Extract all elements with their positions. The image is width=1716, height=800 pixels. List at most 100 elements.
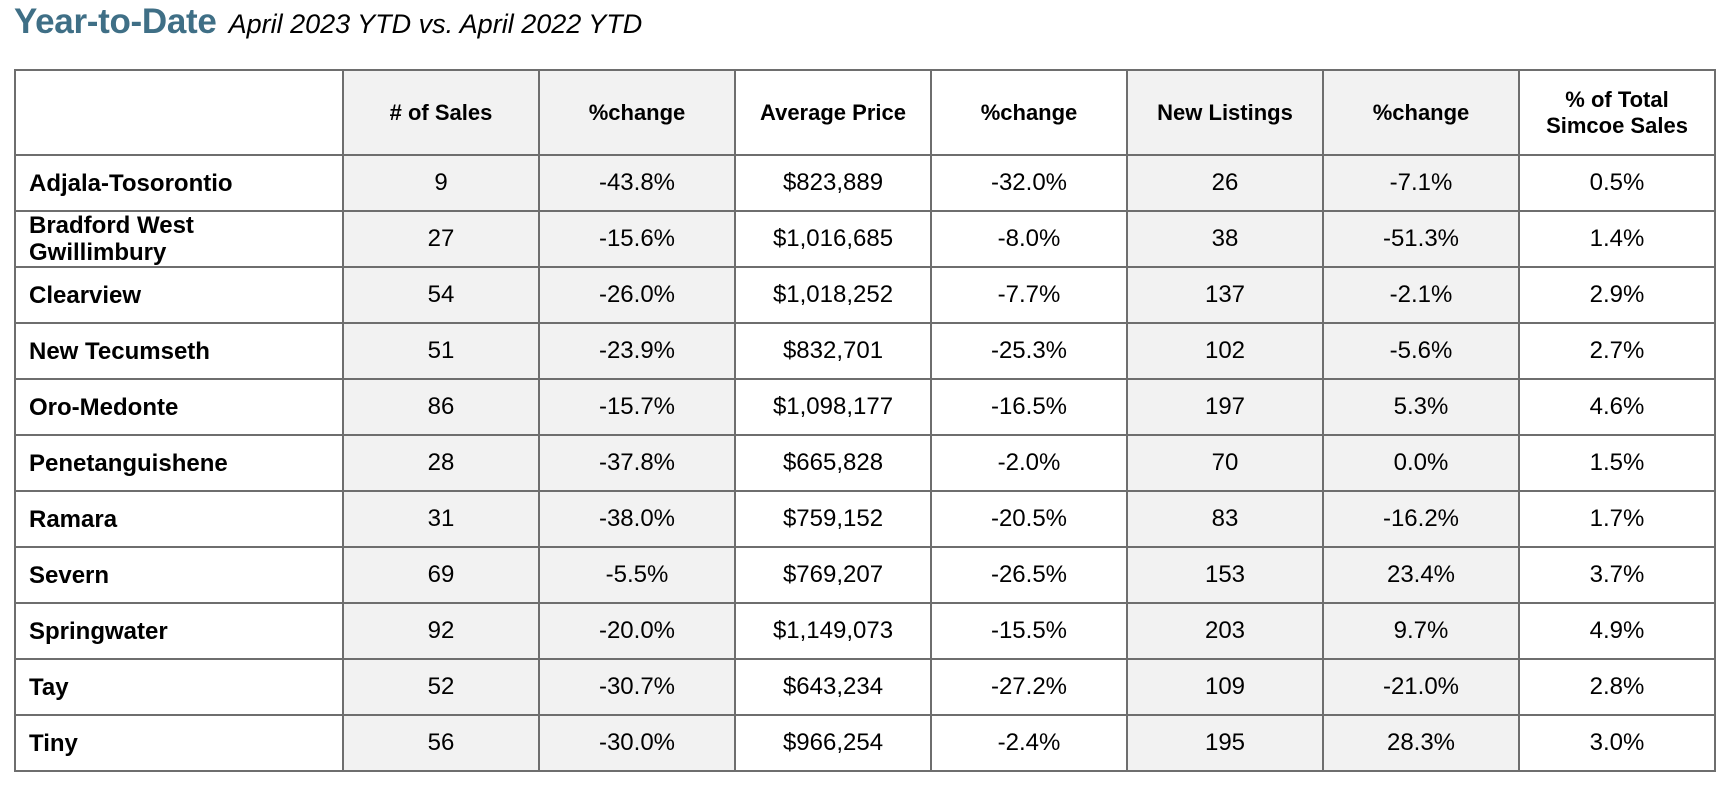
new-listings-cell: 203 [1126,602,1324,660]
price-change-cell: -8.0% [930,210,1128,268]
table-row: Adjala-Tosorontio 9 -43.8% $823,889 -32.0% 26… [14,154,1716,212]
price-change-cell: -27.2% [930,658,1128,716]
table-row: Penetanguishene 28 -37.8% $665,828 -2.0% 70 0.… [14,434,1716,492]
price-change-cell: -2.0% [930,434,1128,492]
average-price-cell: $769,207 [734,546,932,604]
table-row: Tiny 56 -30.0% $966,254 -2.4% 195 28.3% 3.0% [14,714,1716,772]
area-name-cell: Penetanguishene [14,434,344,492]
average-price-cell: $1,098,177 [734,378,932,436]
table-row: Bradford West Gwillimbury 27 -15.6% $1,016,… [14,210,1716,268]
pct-total-sales-cell: 4.6% [1518,378,1716,436]
table-row: Tay 52 -30.7% $643,234 -27.2% 109 -21.0% 2.8% [14,658,1716,716]
listings-change-cell: 28.3% [1322,714,1520,772]
sales-change-cell: -23.9% [538,322,736,380]
table-row: Oro-Medonte 86 -15.7% $1,098,177 -16.5% 197 5.… [14,378,1716,436]
sales-count-cell: 92 [342,602,540,660]
new-listings-cell: 70 [1126,434,1324,492]
sales-change-cell: -15.7% [538,378,736,436]
new-listings-cell: 102 [1126,322,1324,380]
price-change-cell: -7.7% [930,266,1128,324]
sales-count-cell: 54 [342,266,540,324]
sales-change-cell: -5.5% [538,546,736,604]
average-price-cell: $832,701 [734,322,932,380]
table-row: Ramara 31 -38.0% $759,152 -20.5% 83 -16.2% 1.7% [14,490,1716,548]
area-name-cell: Tiny [14,714,344,772]
price-change-cell: -15.5% [930,602,1128,660]
column-header-new-listings: New Listings [1126,69,1324,156]
sales-change-cell: -26.0% [538,266,736,324]
sales-count-cell: 27 [342,210,540,268]
average-price-cell: $1,149,073 [734,602,932,660]
table-row: Springwater 92 -20.0% $1,149,073 -15.5% 203 9.… [14,602,1716,660]
price-change-cell: -20.5% [930,490,1128,548]
sales-change-cell: -38.0% [538,490,736,548]
new-listings-cell: 109 [1126,658,1324,716]
area-name-cell: New Tecumseth [14,322,344,380]
table-row: New Tecumseth 51 -23.9% $832,701 -25.3% 102 -5… [14,322,1716,380]
sales-count-cell: 86 [342,378,540,436]
sales-count-cell: 9 [342,154,540,212]
table-header-row: # of Sales %change Average Price %change… [14,69,1716,156]
area-name-cell: Ramara [14,490,344,548]
listings-change-cell: -5.6% [1322,322,1520,380]
price-change-cell: -16.5% [930,378,1128,436]
pct-total-sales-cell: 1.7% [1518,490,1716,548]
column-header-average-price: Average Price [734,69,932,156]
table-body: Adjala-Tosorontio 9 -43.8% $823,889 -32.0% 26… [14,154,1716,772]
listings-change-cell: 5.3% [1322,378,1520,436]
column-header-sales: # of Sales [342,69,540,156]
area-name-cell: Adjala-Tosorontio [14,154,344,212]
column-header-area [14,69,344,156]
area-name-cell: Oro-Medonte [14,378,344,436]
listings-change-cell: -2.1% [1322,266,1520,324]
listings-change-cell: 9.7% [1322,602,1520,660]
pct-total-sales-cell: 1.5% [1518,434,1716,492]
sales-change-cell: -37.8% [538,434,736,492]
new-listings-cell: 26 [1126,154,1324,212]
new-listings-cell: 195 [1126,714,1324,772]
table-row: Severn 69 -5.5% $769,207 -26.5% 153 23.4% 3.7% [14,546,1716,604]
table-row: Clearview 54 -26.0% $1,018,252 -7.7% 137 -2.1%… [14,266,1716,324]
new-listings-cell: 83 [1126,490,1324,548]
area-name-cell: Severn [14,546,344,604]
sales-change-cell: -30.0% [538,714,736,772]
sales-count-cell: 69 [342,546,540,604]
area-name-cell: Springwater [14,602,344,660]
listings-change-cell: 23.4% [1322,546,1520,604]
sales-count-cell: 52 [342,658,540,716]
average-price-cell: $823,889 [734,154,932,212]
sales-change-cell: -20.0% [538,602,736,660]
average-price-cell: $643,234 [734,658,932,716]
average-price-cell: $1,016,685 [734,210,932,268]
pct-total-sales-cell: 3.7% [1518,546,1716,604]
column-header-sales-change: %change [538,69,736,156]
new-listings-cell: 197 [1126,378,1324,436]
pct-total-sales-cell: 4.9% [1518,602,1716,660]
average-price-cell: $759,152 [734,490,932,548]
pct-total-sales-cell: 2.9% [1518,266,1716,324]
sales-count-cell: 56 [342,714,540,772]
pct-total-sales-cell: 1.4% [1518,210,1716,268]
area-name-cell: Tay [14,658,344,716]
new-listings-cell: 153 [1126,546,1324,604]
column-header-pct-total: % of Total Simcoe Sales [1518,69,1716,156]
average-price-cell: $665,828 [734,434,932,492]
pct-total-sales-cell: 2.8% [1518,658,1716,716]
area-name-cell: Bradford West Gwillimbury [14,210,344,268]
average-price-cell: $1,018,252 [734,266,932,324]
pct-total-sales-cell: 3.0% [1518,714,1716,772]
sales-count-cell: 51 [342,322,540,380]
listings-change-cell: -21.0% [1322,658,1520,716]
sales-change-cell: -15.6% [538,210,736,268]
pct-total-sales-cell: 0.5% [1518,154,1716,212]
page-heading: Year-to-Date April 2023 YTD vs. April 20… [14,2,642,46]
price-change-cell: -2.4% [930,714,1128,772]
listings-change-cell: -7.1% [1322,154,1520,212]
listings-change-cell: 0.0% [1322,434,1520,492]
price-change-cell: -25.3% [930,322,1128,380]
pct-total-sales-cell: 2.7% [1518,322,1716,380]
column-header-listings-change: %change [1322,69,1520,156]
page-title: Year-to-Date [14,2,217,41]
price-change-cell: -32.0% [930,154,1128,212]
area-name-cell: Clearview [14,266,344,324]
